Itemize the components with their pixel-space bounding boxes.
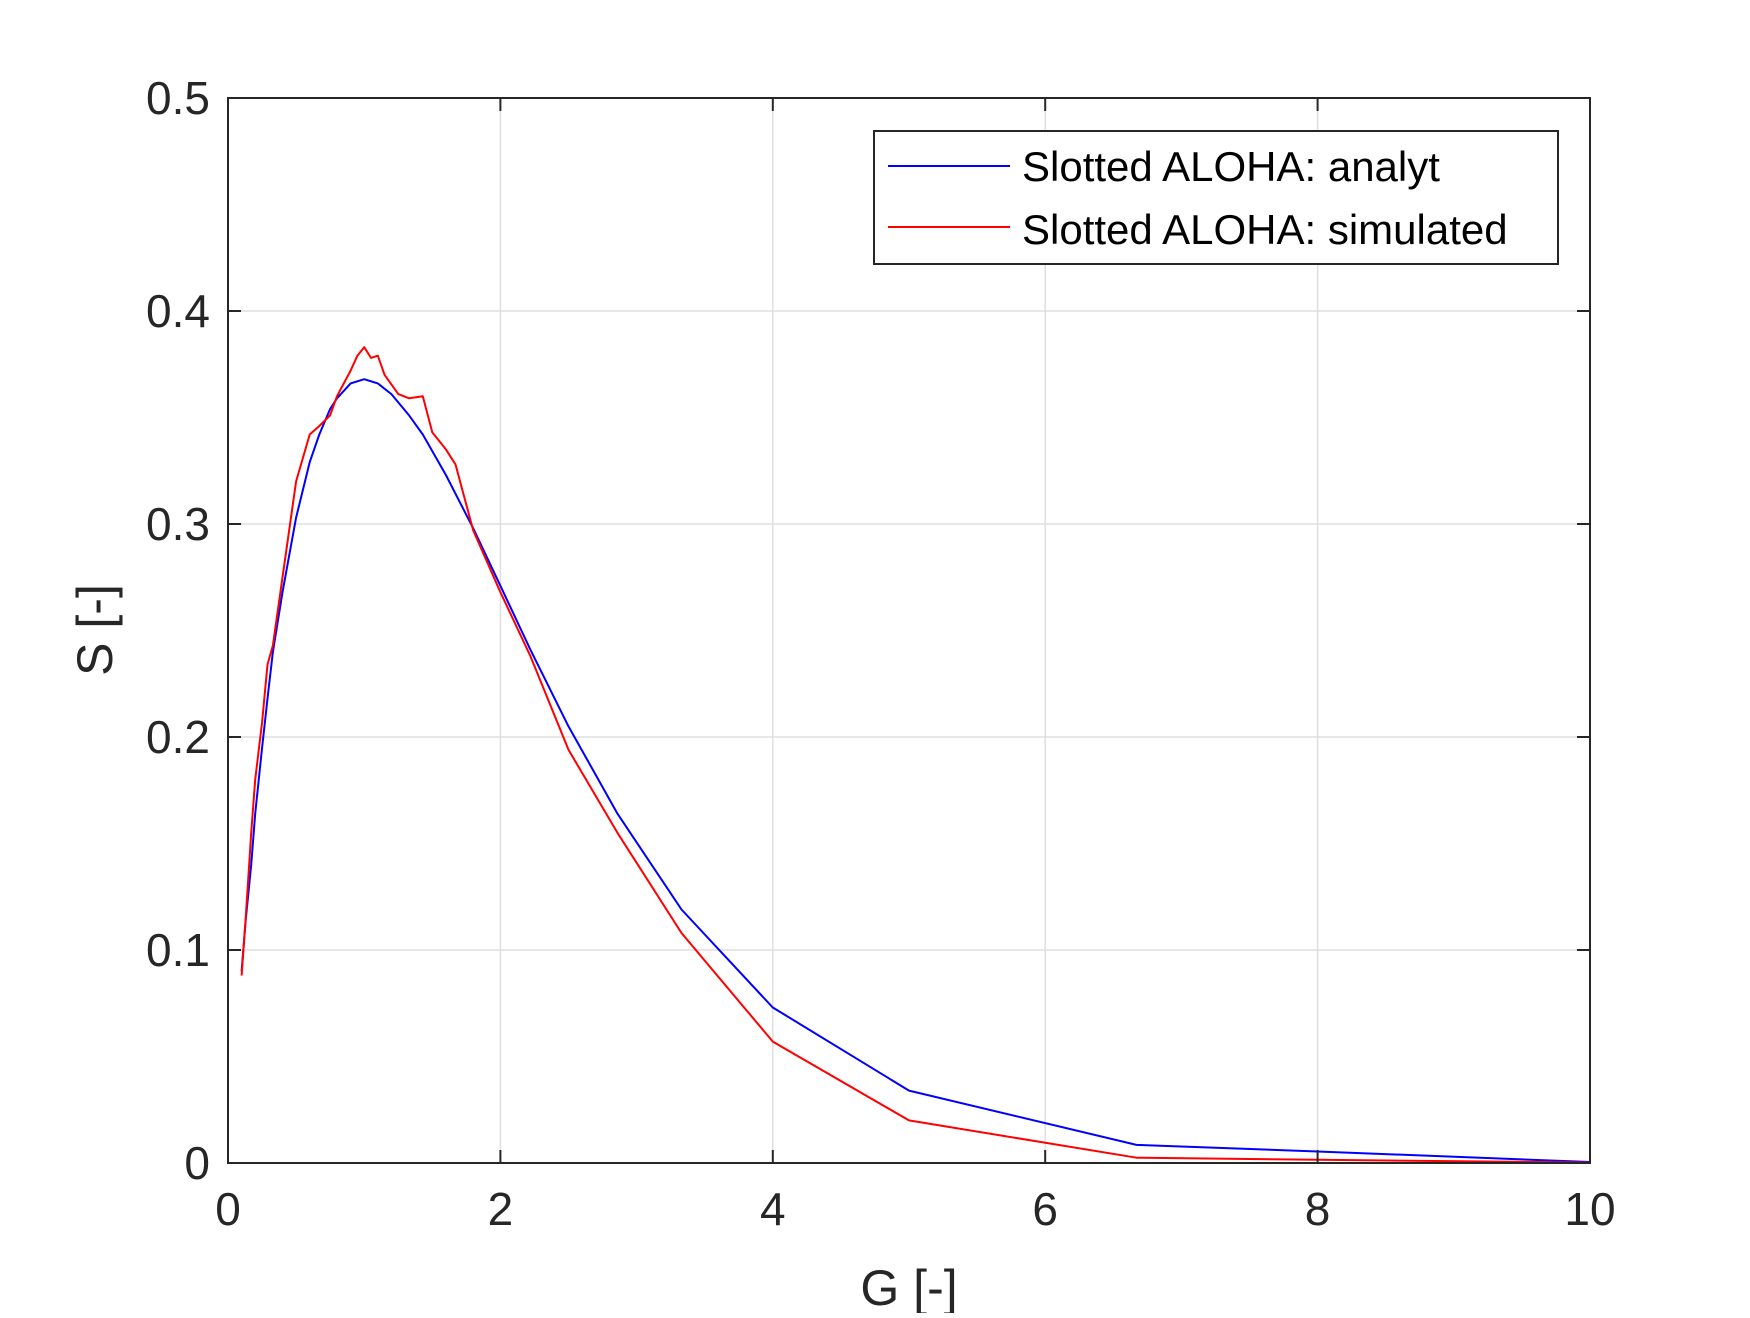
axes-frame (227, 97, 1591, 1164)
tick-label-layer: 0 2 4 6 8 10 0 0.1 0.2 0.3 0.4 0.5 (146, 72, 1616, 1235)
x-tick-label: 2 (488, 1183, 514, 1235)
legend-box (873, 130, 1559, 265)
x-axis-label: G [-] (860, 1260, 957, 1313)
y-tick-label: 0.2 (146, 711, 210, 763)
series-line-analyt (240, 378, 1591, 1163)
y-tick-label: 0.1 (146, 924, 210, 976)
y-tick-label: 0.3 (146, 498, 210, 550)
series-layer (240, 346, 1591, 1164)
y-tick-label: 0.4 (146, 285, 210, 337)
tick-layer (227, 97, 1591, 1164)
legend: Slotted ALOHA: analyt Slotted ALOHA: sim… (873, 130, 1559, 265)
legend-label-simulated: Slotted ALOHA: simulated (1022, 206, 1508, 253)
legend-label-analyt: Slotted ALOHA: analyt (1022, 143, 1440, 190)
x-tick-label: 0 (215, 1183, 241, 1235)
y-tick-label: 0.5 (146, 72, 210, 124)
plot-area (228, 98, 1590, 1163)
x-tick-label: 8 (1305, 1183, 1331, 1235)
x-tick-label: 10 (1564, 1183, 1615, 1235)
y-tick-label: 0 (184, 1137, 210, 1189)
series-line-simulated (240, 346, 1591, 1164)
y-axis-label: S [-] (67, 584, 123, 676)
x-tick-label: 4 (760, 1183, 786, 1235)
x-tick-label: 6 (1032, 1183, 1058, 1235)
